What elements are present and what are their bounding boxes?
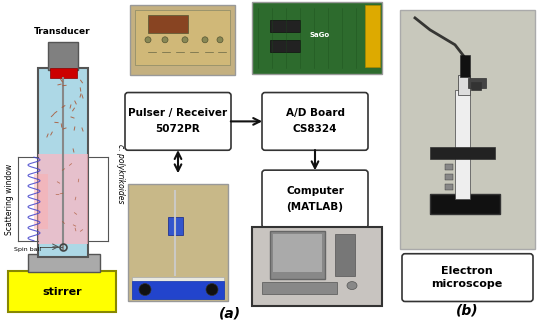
Bar [48, 42, 78, 70]
Bar [430, 194, 500, 214]
Ellipse shape [139, 284, 151, 296]
Text: Spin ball: Spin ball [14, 247, 41, 252]
Bar [252, 227, 382, 307]
Bar [445, 174, 453, 180]
Bar [168, 217, 183, 235]
Ellipse shape [145, 37, 151, 43]
Text: Computer: Computer [286, 186, 344, 196]
Bar [335, 234, 355, 276]
Bar [135, 10, 230, 65]
Bar [468, 78, 486, 88]
Bar [273, 234, 322, 272]
Text: (MATLAB): (MATLAB) [287, 202, 343, 212]
Text: Scattering window: Scattering window [5, 163, 15, 235]
Ellipse shape [202, 37, 208, 43]
Ellipse shape [217, 37, 223, 43]
Text: Transducer: Transducer [34, 27, 90, 36]
Bar [50, 68, 77, 78]
Text: SaGo: SaGo [310, 32, 330, 38]
Bar [400, 10, 535, 249]
Text: Pulser / Receiver: Pulser / Receiver [129, 109, 228, 118]
FancyBboxPatch shape [125, 92, 231, 150]
Bar [132, 277, 224, 298]
Bar [8, 270, 116, 312]
Text: Electron
microscope: Electron microscope [432, 266, 502, 289]
Ellipse shape [206, 284, 218, 296]
Bar [458, 75, 470, 95]
Bar [270, 40, 300, 52]
Text: A/D Board: A/D Board [286, 109, 344, 118]
Bar [270, 20, 300, 32]
Bar [130, 5, 235, 75]
Bar [460, 55, 470, 77]
Text: 5072PR: 5072PR [156, 124, 201, 134]
FancyBboxPatch shape [402, 254, 533, 301]
Bar [270, 231, 325, 279]
Ellipse shape [162, 37, 168, 43]
Bar [262, 281, 337, 294]
Bar [128, 184, 228, 301]
Bar [38, 154, 88, 244]
Text: (a): (a) [219, 307, 241, 320]
Bar [132, 280, 224, 298]
Bar [455, 90, 470, 199]
FancyBboxPatch shape [262, 92, 368, 150]
Text: (b): (b) [456, 303, 479, 317]
Bar [430, 147, 495, 159]
Text: stirrer: stirrer [42, 287, 82, 297]
Ellipse shape [182, 37, 188, 43]
FancyBboxPatch shape [262, 170, 368, 228]
Bar [445, 184, 453, 190]
Bar [38, 68, 88, 257]
Bar [252, 2, 382, 74]
Bar [148, 15, 188, 33]
Bar [445, 164, 453, 170]
Bar [365, 5, 380, 67]
Bar [471, 81, 481, 90]
Ellipse shape [347, 281, 357, 289]
Text: CS8324: CS8324 [293, 124, 337, 134]
Text: c. polykrikoides: c. polykrikoides [116, 144, 125, 204]
Bar [34, 174, 48, 229]
Bar [28, 254, 100, 272]
